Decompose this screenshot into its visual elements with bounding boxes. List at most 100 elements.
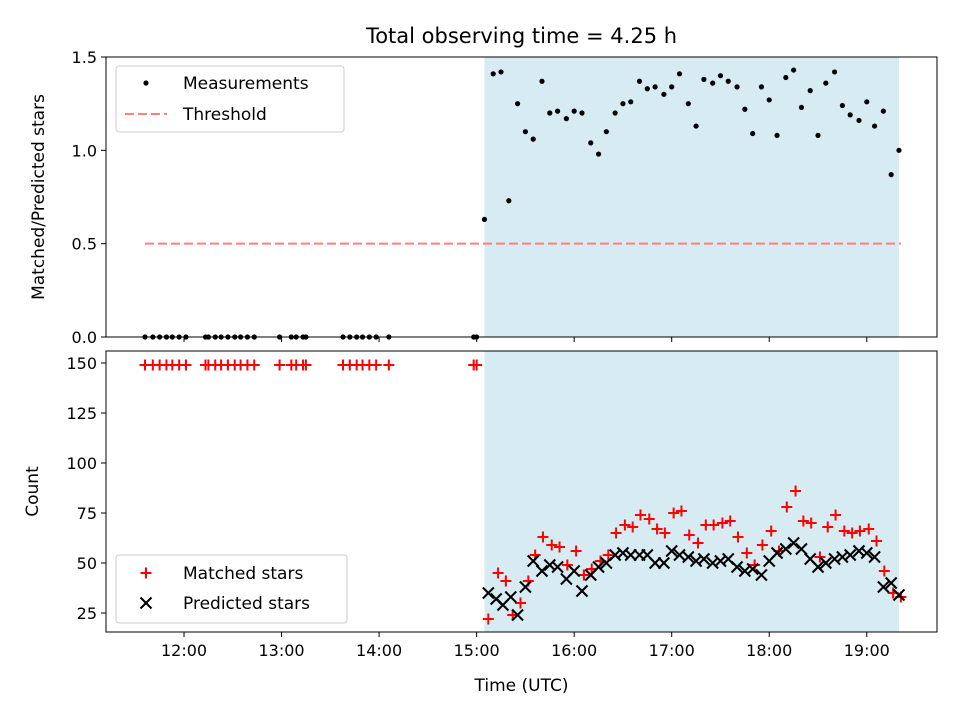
predicted-star-point <box>689 554 703 568</box>
measurement-point <box>896 147 902 153</box>
legend-matched-label: Matched stars <box>183 564 303 584</box>
legend-matched-marker <box>140 567 152 579</box>
matched-star-point <box>822 521 834 533</box>
bottom-axes-frame <box>105 350 938 633</box>
predicted-star-point <box>608 548 622 562</box>
bottom-legend: Matched stars Predicted stars <box>115 554 348 624</box>
predicted-star-point <box>755 568 768 582</box>
measurement-point <box>490 71 496 77</box>
measurement-point <box>685 101 691 107</box>
measurement-point <box>522 129 529 135</box>
predicted-star-point <box>795 542 808 556</box>
legend-measurements-label: Measurements <box>183 74 309 94</box>
matched-star-point <box>546 539 558 551</box>
predicted-star-point <box>779 542 793 556</box>
measurement-point <box>506 198 512 204</box>
x-tick-label: 12:00 <box>161 641 207 660</box>
measurement-point <box>620 101 626 107</box>
measurement-point <box>547 110 553 116</box>
measurement-point <box>847 112 853 118</box>
matched-star-point <box>643 513 655 525</box>
predicted-star-point <box>706 556 719 570</box>
matched-star-point <box>274 359 286 371</box>
matched-star-point <box>683 529 695 541</box>
predicted-star-point <box>843 548 857 562</box>
predicted-star-point <box>852 544 866 558</box>
top-observing-window <box>484 57 899 337</box>
y-tick-label: 150 <box>66 354 97 373</box>
matched-star-point <box>370 359 382 371</box>
predicted-star-point <box>868 550 881 564</box>
y-tick-label: 1.0 <box>72 141 97 160</box>
matched-star-point <box>838 525 850 537</box>
legend-x-glyph <box>139 596 153 610</box>
measurement-point <box>530 136 536 142</box>
x-axis-label: Time (UTC) <box>474 676 569 696</box>
matched-star-point <box>500 575 512 587</box>
predicted-stars-points <box>482 536 906 622</box>
bottom-y-axis-label: Count <box>23 466 43 517</box>
predicted-star-point <box>738 564 752 578</box>
x-tick-label: 13:00 <box>259 641 305 660</box>
top-axes-frame <box>105 56 938 338</box>
matched-star-point <box>675 505 687 517</box>
measurement-point <box>644 86 650 92</box>
matched-star-point <box>570 545 582 557</box>
matched-star-point <box>732 531 744 543</box>
predicted-star-point <box>624 548 637 562</box>
predicted-star-point <box>682 550 695 564</box>
top-y-ticks: 0.0 0.5 1.0 1.5 <box>72 48 106 347</box>
y-tick-label: 100 <box>66 454 97 473</box>
predicted-star-point <box>819 556 833 570</box>
matched-star-point <box>651 523 663 535</box>
predicted-star-point <box>877 580 890 594</box>
predicted-star-point <box>543 558 556 572</box>
matched-star-point <box>756 539 768 551</box>
measurement-point <box>669 84 675 90</box>
predicted-star-point <box>714 554 727 568</box>
measurement-point <box>823 80 829 86</box>
matched-star-point <box>790 485 802 497</box>
y-tick-label: 75 <box>77 504 97 523</box>
predicted-star-point <box>836 550 849 564</box>
measurement-point <box>725 78 731 84</box>
top-legend: Measurements Threshold <box>115 65 345 133</box>
measurement-point <box>539 78 545 84</box>
measurement-point <box>579 110 585 116</box>
measurement-point <box>871 123 878 129</box>
measurement-point <box>603 129 609 135</box>
y-tick-label: 0.5 <box>72 235 97 254</box>
top-y-axis-label: Matched/Predicted stars <box>29 94 49 300</box>
measurement-point <box>783 74 789 81</box>
predicted-star-point <box>746 562 759 576</box>
bottom-legend-box <box>115 554 348 624</box>
legend-predicted-label: Predicted stars <box>183 594 310 614</box>
measurement-point <box>880 108 886 114</box>
measurement-point <box>742 106 748 112</box>
x-tick-label: 18:00 <box>746 641 792 660</box>
matched-star-point <box>578 569 590 581</box>
measurement-point <box>791 67 797 73</box>
predicted-star-point <box>504 590 517 604</box>
measurement-point <box>815 132 821 138</box>
measurement-point <box>864 99 870 105</box>
matched-star-point <box>627 521 639 533</box>
measurement-point <box>652 84 658 90</box>
bottom-x-ticks: 12:00 13:00 14:00 15:00 16:00 17:00 18:00 19:00 <box>161 632 890 660</box>
predicted-star-point <box>567 564 581 578</box>
x-tick-label: 14:00 <box>356 641 402 660</box>
matched-star-point <box>863 523 875 535</box>
legend-measurements-marker <box>143 80 149 86</box>
predicted-star-point <box>616 546 630 560</box>
predicted-star-point <box>811 560 825 574</box>
predicted-star-point <box>648 556 662 570</box>
legend-plus-glyph <box>140 567 152 579</box>
matched-star-point <box>692 537 704 549</box>
predicted-star-point <box>770 546 784 560</box>
matched-star-point <box>482 613 494 625</box>
x-tick-label: 16:00 <box>551 641 597 660</box>
measurement-point <box>856 117 862 124</box>
bottom-y-ticks: 25 50 75 100 125 150 <box>66 354 106 623</box>
measurement-point <box>563 116 569 122</box>
matched-star-point <box>741 547 753 559</box>
